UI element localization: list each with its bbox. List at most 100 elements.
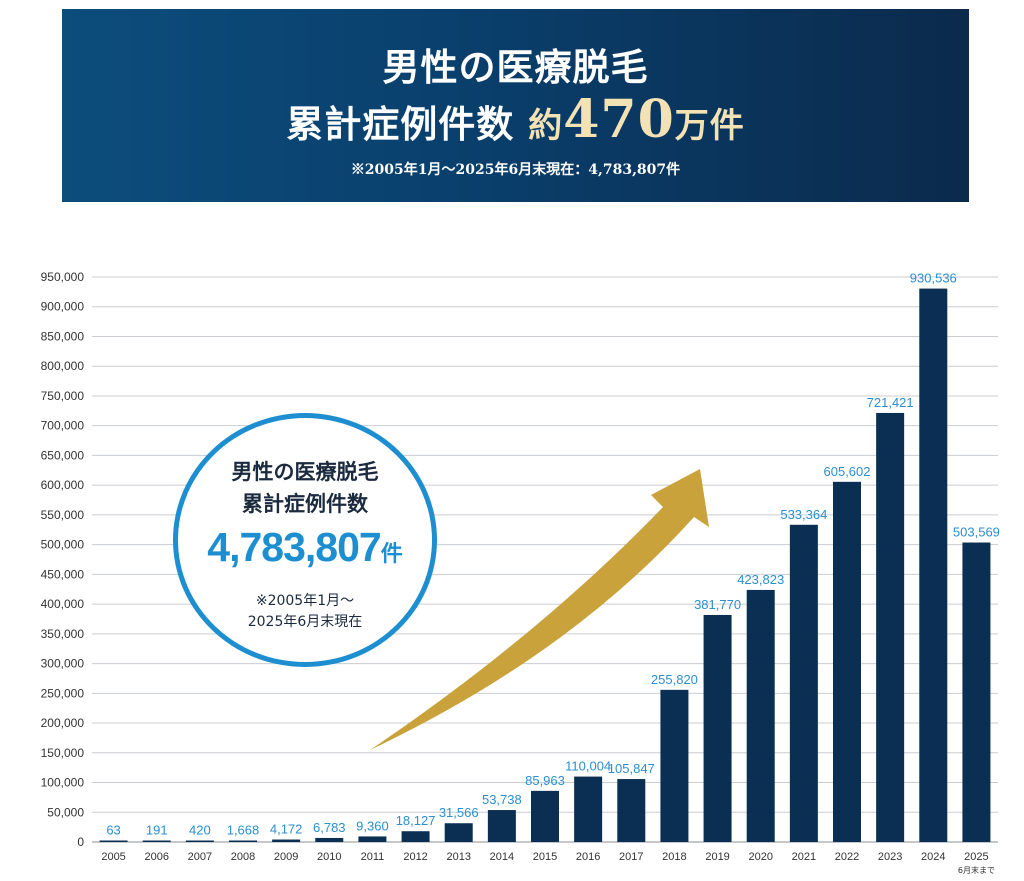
banner-headline-prefix: 累計症例件数	[286, 102, 515, 146]
data-label: 18,127	[396, 813, 436, 828]
banner-title: 男性の医療脱毛	[382, 45, 649, 89]
banner-total-unit: 万件	[674, 106, 745, 146]
data-label: 53,738	[482, 792, 522, 807]
bar	[746, 589, 775, 842]
data-label: 9,360	[356, 818, 389, 833]
x-tick-label: 2006	[144, 851, 168, 863]
header-banner: 男性の医療脱毛 累計症例件数 約470万件 ※2005年1月～2025年6月末現在…	[62, 9, 969, 202]
x-tick-label: 2013	[446, 851, 470, 863]
x-tick-label: 2008	[231, 851, 255, 863]
data-label: 533,364	[780, 507, 827, 522]
bar	[401, 831, 430, 842]
data-label: 105,847	[608, 761, 655, 776]
banner-about: 約	[528, 106, 564, 146]
y-tick-label: 550,000	[41, 508, 85, 522]
bar	[358, 836, 387, 842]
growth-arrow	[370, 469, 709, 750]
bar	[487, 810, 516, 842]
total-badge: 男性の医療脱毛 累計症例件数 4,783,807件 ※2005年1月～ 2025…	[173, 413, 437, 667]
y-tick-label: 200,000	[41, 716, 85, 730]
data-label: 191	[146, 823, 168, 838]
data-label: 255,820	[651, 672, 698, 687]
banner-note: ※2005年1月～2025年6月末現在：4,783,807件	[350, 162, 681, 178]
y-tick-label: 400,000	[41, 597, 85, 611]
data-label: 1,668	[227, 823, 260, 838]
bar	[919, 288, 948, 843]
y-tick-label: 800,000	[41, 359, 85, 373]
data-label: 423,823	[737, 572, 784, 587]
bar	[142, 840, 171, 842]
x-tick-label: 2018	[662, 851, 686, 863]
x-tick-label: 2019	[705, 851, 729, 863]
bar	[789, 524, 818, 842]
x-tick-label: 2022	[835, 851, 859, 863]
y-tick-label: 350,000	[41, 627, 85, 641]
bar	[185, 840, 214, 842]
badge-note-line1: ※2005年1月～	[255, 593, 355, 609]
y-tick-label: 150,000	[41, 746, 85, 760]
badge-title-line1: 男性の医療脱毛	[231, 460, 379, 484]
bar	[99, 840, 128, 842]
bar	[876, 412, 905, 842]
data-label: 930,536	[910, 271, 957, 286]
x-tick-label: 2011	[361, 851, 385, 863]
badge-title-line2: 累計症例件数	[242, 492, 368, 516]
data-label: 63	[106, 823, 120, 838]
y-tick-label: 300,000	[41, 657, 85, 671]
y-tick-label: 950,000	[41, 270, 85, 284]
data-label: 381,770	[694, 597, 741, 612]
bar	[315, 837, 344, 842]
bar	[617, 779, 646, 842]
x-tick-label: 2015	[533, 851, 557, 863]
bar-chart: 0 50,000 100,000 150,000 200,000 250,000 300,0…	[41, 270, 1000, 875]
y-tick-label: 250,000	[41, 686, 85, 700]
y-tick-label: 750,000	[41, 389, 85, 403]
data-label: 4,172	[270, 822, 303, 837]
x-tick-label: 2005	[101, 851, 125, 863]
x-tick-label: 2021	[792, 851, 816, 863]
data-label: 503,569	[953, 525, 1000, 540]
x-tick-label: 2016	[576, 851, 600, 863]
y-tick-label: 100,000	[41, 776, 85, 790]
x-tick-label: 2025	[964, 851, 988, 863]
y-tick-label: 600,000	[41, 478, 85, 492]
x-tick-subnote: 6月末まで	[958, 865, 995, 875]
x-tick-label: 2023	[878, 851, 902, 863]
bar	[444, 823, 473, 842]
y-tick-label: 0	[77, 835, 84, 849]
x-tick-label: 2017	[619, 851, 643, 863]
bar	[962, 542, 991, 842]
data-label: 605,602	[824, 464, 871, 479]
banner-headline: 累計症例件数 約470万件	[62, 89, 969, 150]
badge-note-line2: 2025年6月末現在	[247, 614, 363, 630]
x-tick-label: 2024	[921, 851, 945, 863]
x-tick-label: 2009	[274, 851, 298, 863]
x-tick-label: 2010	[317, 851, 341, 863]
bar	[833, 481, 861, 842]
bar	[660, 689, 689, 842]
y-tick-label: 500,000	[41, 538, 85, 552]
bar	[229, 840, 257, 842]
y-tick-label: 900,000	[41, 300, 85, 314]
y-tick-label: 850,000	[41, 329, 85, 343]
y-tick-label: 450,000	[41, 567, 85, 581]
data-label: 420	[189, 823, 211, 838]
bar	[574, 776, 603, 842]
x-tick-label: 2014	[490, 851, 514, 863]
y-tick-label: 650,000	[41, 448, 85, 462]
data-label: 110,004	[565, 759, 611, 774]
data-label: 721,421	[867, 395, 914, 410]
bar	[703, 614, 732, 842]
y-tick-label: 700,000	[41, 419, 85, 433]
x-tick-label: 2012	[403, 851, 427, 863]
banner-total-figure: 470	[563, 89, 675, 150]
bar	[272, 839, 301, 842]
data-label: 85,963	[525, 773, 565, 788]
y-tick-label: 50,000	[47, 805, 84, 819]
badge-total: 4,783,807件	[178, 524, 432, 571]
bar	[531, 790, 559, 842]
badge-total-number: 4,783,807	[207, 524, 381, 570]
data-label: 6,783	[313, 820, 346, 835]
x-tick-label: 2007	[188, 851, 212, 863]
data-label: 31,566	[439, 805, 479, 820]
